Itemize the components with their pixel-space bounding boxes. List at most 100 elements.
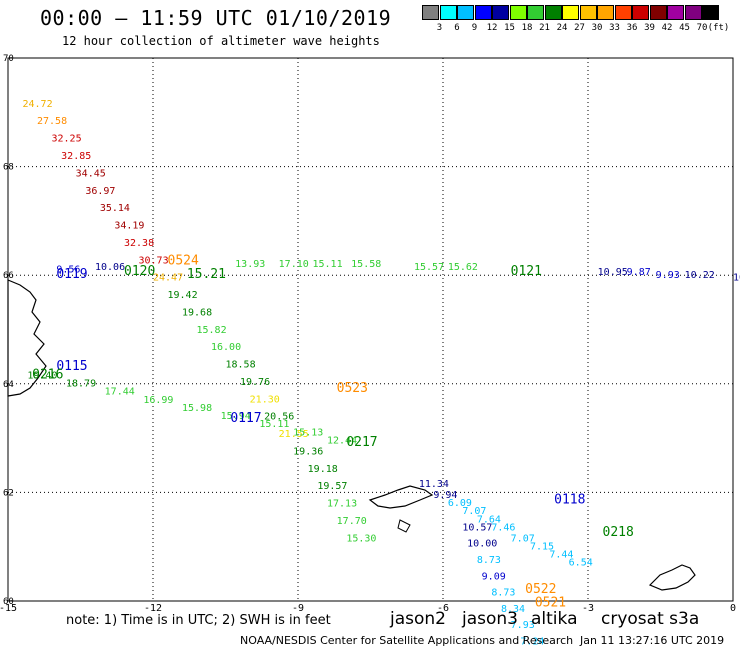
swh-label: 21.30 — [250, 394, 280, 405]
swh-label: 19.57 — [317, 481, 347, 492]
legend-label: 9 — [471, 23, 478, 33]
pass-label: 0521 — [535, 595, 566, 610]
swh-label: 15.58 — [351, 259, 381, 270]
legend-label: 3 — [436, 23, 443, 33]
legend-label: 33 — [609, 23, 620, 33]
lat-tick-label: 70 — [3, 54, 14, 64]
swh-label: 10.06 — [95, 262, 125, 273]
legend-label: 30 — [591, 23, 603, 33]
swh-label: 7.93 — [511, 620, 535, 631]
legend-sat-jason3: jason3 — [462, 609, 518, 629]
lat-tick-label: 60 — [3, 597, 14, 607]
legend-label: 42 — [661, 23, 673, 33]
swh-label: 17.70 — [337, 516, 367, 527]
legend-swatch — [527, 5, 544, 20]
legend-sat-altika: altika — [531, 609, 578, 629]
legend-swatch — [439, 5, 457, 20]
swh-label: 36.97 — [85, 186, 115, 197]
pass-label: 0524 — [168, 253, 199, 268]
legend-sat-cryosat: cryosat s3a — [601, 609, 700, 629]
legend-label: 18 — [521, 23, 533, 33]
swh-label: 17.44 — [105, 387, 135, 398]
swh-label: 7.07 — [511, 533, 535, 544]
swh-label: 16.00 — [211, 342, 241, 353]
legend-swatch — [597, 5, 614, 20]
swh-label: 10.95 — [598, 267, 628, 278]
legend-swatch — [492, 5, 509, 20]
swh-label: 9.93 — [656, 270, 680, 281]
swh-label: 15.13 — [293, 427, 323, 438]
swh-label: 7.44 — [549, 550, 573, 561]
legend-swatch — [562, 5, 579, 20]
swh-label: 9.56 — [56, 264, 80, 275]
swh-label: 24.47 — [153, 273, 183, 284]
swh-label: 30.73 — [139, 255, 169, 266]
swh-label: 6.09 — [448, 498, 472, 509]
timestamp-text: Jan 11 13:27:16 UTC 2019 — [580, 634, 725, 647]
coastline-iceland — [7, 279, 47, 397]
legend-label: 15 — [504, 23, 515, 33]
swh-label: 9.87 — [627, 267, 651, 278]
lat-tick-label: 62 — [3, 488, 14, 498]
map-subtitle: 12 hour collection of altimeter wave hei… — [62, 34, 380, 48]
swh-label: 34.45 — [76, 168, 106, 179]
swh-label: 7.24 — [520, 636, 544, 647]
lat-tick-label: 66 — [3, 271, 14, 281]
swh-label: 15.30 — [346, 533, 376, 544]
legend-swatch — [474, 5, 492, 20]
swh-label: 19.42 — [168, 290, 198, 301]
swh-label: 19.18 — [308, 464, 338, 475]
swh-label: 7.46 — [491, 522, 515, 533]
pass-label: 0523 — [337, 381, 368, 396]
coastline-faroe — [368, 485, 434, 509]
swh-label: 10.21 — [733, 273, 740, 284]
swh-label: 9.09 — [482, 571, 506, 582]
map-title: 00:00 – 11:59 UTC 01/10/2019 — [40, 6, 392, 30]
swh-label: 24.72 — [23, 99, 53, 110]
legend-unit: (ft) — [707, 23, 730, 33]
pass-label: 15.21 — [187, 267, 226, 282]
swh-label: 15.94 — [221, 411, 251, 422]
legend-swatch — [614, 5, 632, 20]
swh-label: 18.79 — [66, 379, 96, 390]
pass-label: 0218 — [603, 525, 634, 540]
legend-swatch — [579, 5, 597, 20]
map-frame — [7, 57, 734, 602]
swh-label: 18.58 — [226, 360, 256, 371]
swh-label: 27.58 — [37, 116, 67, 127]
swh-label: 10.00 — [467, 539, 497, 550]
swh-label: 19.36 — [293, 446, 323, 457]
lat-tick-label: 68 — [3, 163, 14, 173]
swh-label: 15.62 — [448, 262, 478, 273]
swh-label: 32.38 — [124, 238, 154, 249]
pass-label: 0217 — [346, 435, 377, 450]
color-legend: 3 6 9 12 15 18 21 24 27 30 33 36 39 42 45 70 (ft) — [422, 5, 729, 39]
legend-label: 6 — [454, 23, 460, 33]
legend-swatch — [632, 5, 649, 20]
swh-label: 17.13 — [327, 499, 357, 510]
legend-label: 12 — [486, 23, 498, 33]
swh-label: 16.99 — [143, 395, 173, 406]
legend-swatch — [649, 5, 667, 20]
coastline-islet — [397, 519, 411, 533]
lon-tick-label: -15 — [0, 603, 17, 614]
legend-swatch — [702, 5, 719, 20]
swh-label: 15.57 — [414, 262, 444, 273]
pass-label: 0119 — [56, 267, 87, 282]
swh-label: 32.25 — [52, 134, 82, 145]
swh-label: 13.93 — [235, 259, 265, 270]
legend-swatch — [684, 5, 702, 20]
legend-sat-jason2: jason2 — [390, 609, 446, 629]
swh-label: 10.22 — [685, 270, 715, 281]
swh-label: 17.10 — [279, 259, 309, 270]
legend-swatch — [667, 5, 684, 20]
swh-label: 21.55 — [279, 429, 309, 440]
legend-label: 36 — [626, 23, 638, 33]
legend-label: 21 — [539, 23, 550, 33]
legend-swatch — [544, 5, 562, 20]
lon-tick-label: -6 — [437, 603, 449, 614]
lon-tick-label: 0 — [730, 603, 736, 614]
swh-label: 19.40 — [27, 370, 57, 381]
swh-label: 10.57 — [462, 522, 492, 533]
